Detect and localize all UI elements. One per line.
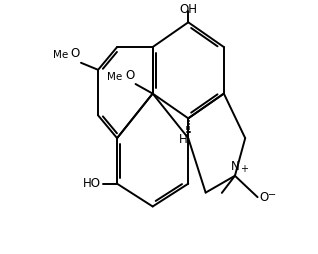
Text: +: + [240, 164, 248, 174]
Text: O: O [259, 191, 269, 204]
Text: Me: Me [107, 72, 122, 82]
Text: N: N [231, 160, 239, 173]
Text: HO: HO [83, 177, 101, 190]
Text: OH: OH [179, 3, 197, 16]
Text: Me: Me [53, 50, 68, 60]
Text: O: O [125, 69, 134, 82]
Text: H: H [179, 133, 188, 146]
Text: O: O [71, 47, 80, 60]
Text: −: − [268, 190, 276, 200]
